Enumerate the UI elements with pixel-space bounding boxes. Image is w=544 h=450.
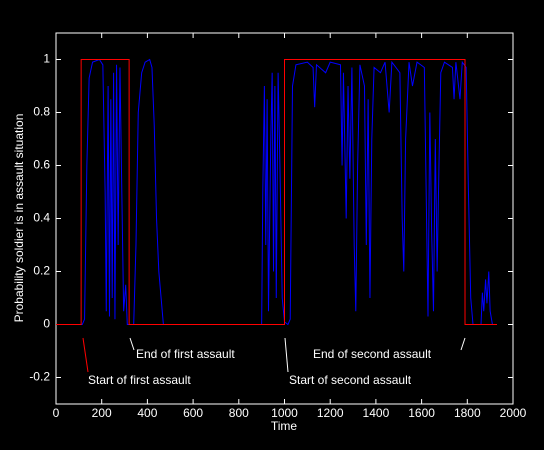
annotation-pointer [460,337,466,351]
annotation-pointer [129,337,135,351]
annotation: End of first assault [136,347,235,361]
x-tick-label: 1600 [408,406,435,420]
x-tick-label: 1200 [317,406,344,420]
series-line [56,59,497,325]
y-tick-label: 0.4 [33,211,50,225]
y-tick-label: -0.2 [29,370,50,384]
series-line [56,58,497,326]
y-tick-label: 1 [43,52,50,66]
y-axis-label: Probability soldier is in assault situat… [12,114,26,323]
x-tick-label: 1400 [363,406,390,420]
annotation-pointer [284,337,289,373]
ticks: 0 200 400 600 800 1000 1200 1400 1600 1800 2000 -0.… [29,33,527,420]
annotation: End of second assault [313,347,432,361]
annotation: Start of first assault [88,373,191,387]
y-tick-label: 0.8 [33,105,50,119]
y-tick-label: 0.2 [33,264,50,278]
x-tick-label: 600 [183,406,203,420]
x-axis-label: Time [271,419,298,433]
x-tick-label: 2000 [500,406,527,420]
x-tick-label: 800 [229,406,249,420]
x-tick-label: 1800 [454,406,481,420]
x-tick-label: 400 [137,406,157,420]
x-tick-label: 1000 [271,406,298,420]
y-tick-label: 0.6 [33,158,50,172]
annotation-pointer [82,337,89,373]
x-tick-label: 0 [53,406,60,420]
x-tick-label: 200 [92,406,112,420]
y-tick-label: 0 [43,317,50,331]
annotation: Start of second assault [289,373,412,387]
plot-lines [56,58,497,326]
